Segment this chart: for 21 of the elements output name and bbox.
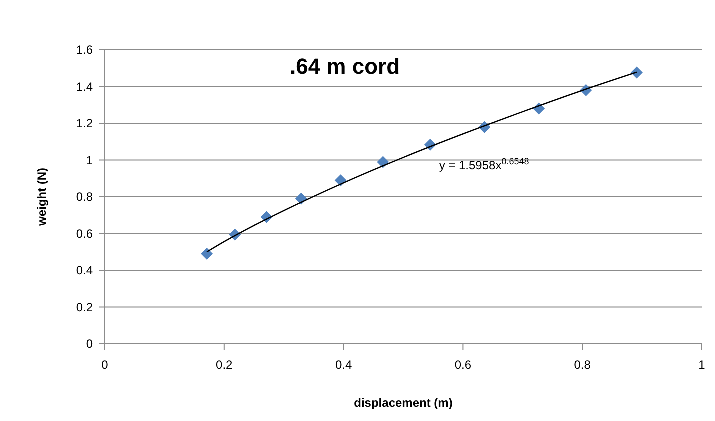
y-tick-label: 0.2 <box>76 300 94 314</box>
chart-title: .64 m cord <box>290 54 400 79</box>
y-tick-label: 1 <box>86 153 94 168</box>
point <box>201 248 214 260</box>
y-tick-label: 0.6 <box>76 226 94 241</box>
x-axis-title: displacement (m) <box>354 396 453 410</box>
point <box>630 66 643 79</box>
x-tick-label: 0.6 <box>454 358 472 372</box>
x-tick-label: 0.4 <box>335 358 352 372</box>
annotation: y = 1.5958x$^{0.6548}$ <box>439 156 530 172</box>
y-tick-label: 1.4 <box>76 80 94 94</box>
x-tick-label: 0.8 <box>574 358 592 372</box>
y-tick-label: 0 <box>86 337 94 352</box>
y-axis-title: weight (N) <box>35 168 49 227</box>
x-tick-label: 0.2 <box>216 358 234 372</box>
x-tick-label: 1 <box>698 358 706 372</box>
y-tick-label: 0.4 <box>76 264 94 278</box>
y-tick-label: 0.8 <box>76 190 94 204</box>
y-tick-label: 1.2 <box>76 116 94 131</box>
y-tick-label: 1.6 <box>76 43 94 58</box>
x-tick-label: 0 <box>102 358 109 372</box>
